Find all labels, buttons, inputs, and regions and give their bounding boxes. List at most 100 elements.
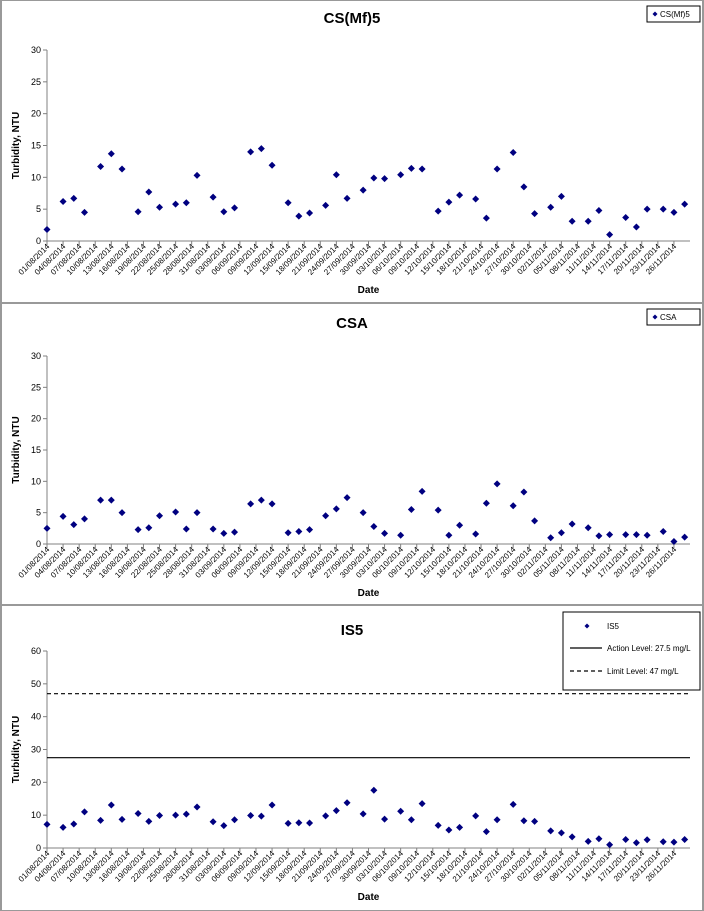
y-axis-label: Turbidity, NTU: [11, 112, 22, 179]
data-point: [343, 799, 351, 807]
y-tick-label: 10: [31, 810, 41, 820]
data-point: [557, 192, 565, 200]
panel-border: [1, 0, 703, 303]
data-point: [509, 800, 517, 808]
data-point: [193, 171, 201, 179]
data-point: [156, 811, 164, 819]
data-point: [295, 527, 303, 535]
legend-marker: [652, 314, 658, 320]
data-point: [407, 506, 415, 514]
data-point: [482, 499, 490, 507]
legend-label: CSA: [660, 313, 677, 322]
data-point: [659, 527, 667, 535]
data-point: [595, 835, 603, 843]
data-point: [231, 204, 239, 212]
data-point: [359, 186, 367, 194]
data-point: [643, 836, 651, 844]
data-point: [231, 816, 239, 824]
data-point: [182, 525, 190, 533]
legend-label: Limit Level: 47 mg/L: [607, 667, 679, 676]
data-point: [247, 500, 255, 508]
data-point: [472, 195, 480, 203]
data-point: [322, 812, 330, 820]
data-point: [322, 201, 330, 209]
data-point: [606, 231, 614, 239]
y-axis-label: Turbidity, NTU: [11, 416, 22, 483]
y-tick-label: 20: [31, 777, 41, 787]
data-point: [70, 521, 78, 529]
y-axis-label: Turbidity, NTU: [11, 716, 22, 783]
x-axis-label: Date: [358, 285, 380, 296]
data-point: [268, 801, 276, 809]
data-point: [306, 819, 314, 827]
data-point: [220, 529, 228, 537]
data-point: [397, 171, 405, 179]
data-point: [172, 811, 180, 819]
data-point: [81, 515, 89, 523]
data-point: [359, 810, 367, 818]
data-point: [418, 165, 426, 173]
data-point: [456, 521, 464, 529]
data-point: [231, 528, 239, 536]
data-point: [343, 194, 351, 202]
data-point: [118, 815, 126, 823]
data-point: [622, 531, 630, 539]
data-point: [118, 165, 126, 173]
data-point: [568, 833, 576, 841]
data-point: [59, 823, 67, 831]
data-point: [595, 206, 603, 214]
y-tick-label: 50: [31, 679, 41, 689]
data-point: [70, 820, 78, 828]
y-tick-label: 10: [31, 476, 41, 486]
data-point: [397, 807, 405, 815]
data-point: [622, 213, 630, 221]
legend-marker: [652, 11, 658, 17]
data-point: [284, 819, 292, 827]
chart-title: IS5: [341, 622, 364, 639]
data-point: [456, 823, 464, 831]
data-point: [632, 839, 640, 847]
data-point: [145, 188, 153, 196]
data-point: [531, 210, 539, 218]
data-point: [370, 786, 378, 794]
data-point: [568, 520, 576, 528]
data-point: [172, 200, 180, 208]
data-point: [595, 532, 603, 540]
data-point: [97, 816, 105, 824]
data-point: [557, 829, 565, 837]
data-point: [193, 509, 201, 517]
data-point: [257, 145, 265, 153]
data-point: [359, 509, 367, 517]
data-point: [295, 819, 303, 827]
data-point: [343, 494, 351, 502]
data-point: [247, 148, 255, 156]
data-point: [182, 199, 190, 207]
y-tick-label: 0: [36, 539, 41, 549]
data-point: [381, 175, 389, 183]
data-point: [43, 820, 51, 828]
data-point: [670, 537, 678, 545]
y-tick-label: 60: [31, 646, 41, 656]
data-point: [632, 223, 640, 231]
data-point: [134, 208, 142, 216]
data-point: [547, 827, 555, 835]
data-point: [107, 496, 115, 504]
data-point: [107, 801, 115, 809]
data-point: [145, 817, 153, 825]
data-point: [134, 526, 142, 534]
data-point: [407, 164, 415, 172]
data-point: [193, 803, 201, 811]
data-point: [59, 512, 67, 520]
data-point: [257, 812, 265, 820]
legend-box: [646, 308, 701, 326]
x-axis-label: Date: [358, 588, 380, 599]
data-point: [520, 488, 528, 496]
data-point: [43, 524, 51, 532]
data-point: [370, 522, 378, 530]
panel-border: [1, 303, 703, 605]
y-tick-label: 30: [31, 745, 41, 755]
chart-title: CSA: [336, 315, 368, 332]
chart-title: CS(Mf)5: [324, 10, 381, 27]
